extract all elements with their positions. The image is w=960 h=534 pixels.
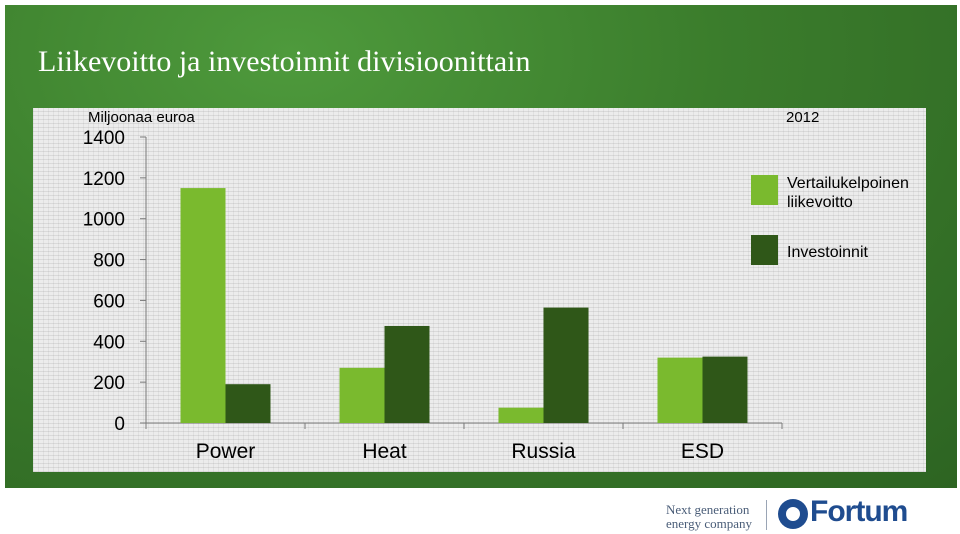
bar: [657, 357, 703, 423]
y-tick-label: 1000: [83, 210, 125, 231]
fortum-logo-icon: [778, 499, 808, 529]
y-axis-title: Miljoonaa euroa: [88, 109, 195, 126]
year-label: 2012: [786, 109, 819, 126]
bar: [180, 188, 226, 423]
fortum-logo-text: Fortum: [810, 495, 908, 528]
y-tick-label: 400: [93, 332, 125, 353]
y-tick-label: 200: [93, 373, 125, 394]
bar: [225, 384, 271, 423]
bar: [543, 307, 589, 423]
bar: [498, 407, 544, 423]
slide-title: Liikevoitto ja investoinnit divisioonitt…: [38, 45, 531, 78]
fortum-logo: Fortum: [778, 495, 928, 531]
tagline-line-2: energy company: [666, 516, 753, 531]
y-tick-label: 0: [114, 414, 125, 435]
legend-label: Investoinnit: [787, 244, 868, 261]
bar: [339, 367, 385, 423]
legend-swatch: [751, 175, 778, 205]
company-tagline: Next generation energy company: [666, 503, 776, 531]
y-tick-label: 800: [93, 251, 125, 272]
y-tick-label: 1200: [83, 169, 125, 190]
y-tick-label: 1400: [83, 128, 125, 149]
chart-bars: [180, 188, 748, 423]
tagline-line-1: Next generation: [666, 502, 750, 517]
x-tick-label: Russia: [511, 440, 576, 463]
x-tick-label: Power: [196, 440, 256, 463]
bar: [702, 356, 748, 423]
y-tick-label: 600: [93, 291, 125, 312]
chart-legend: Vertailukelpoinen liikevoitto Investoinnit: [751, 175, 909, 265]
x-tick-labels: Power Heat Russia ESD: [196, 440, 724, 463]
legend-label: Vertailukelpoinen liikevoitto: [787, 175, 909, 211]
x-tick-label: Heat: [362, 440, 407, 463]
footer-divider: [766, 500, 767, 530]
x-tick-label: ESD: [681, 440, 724, 463]
legend-swatch: [751, 235, 778, 265]
bar: [384, 325, 430, 423]
